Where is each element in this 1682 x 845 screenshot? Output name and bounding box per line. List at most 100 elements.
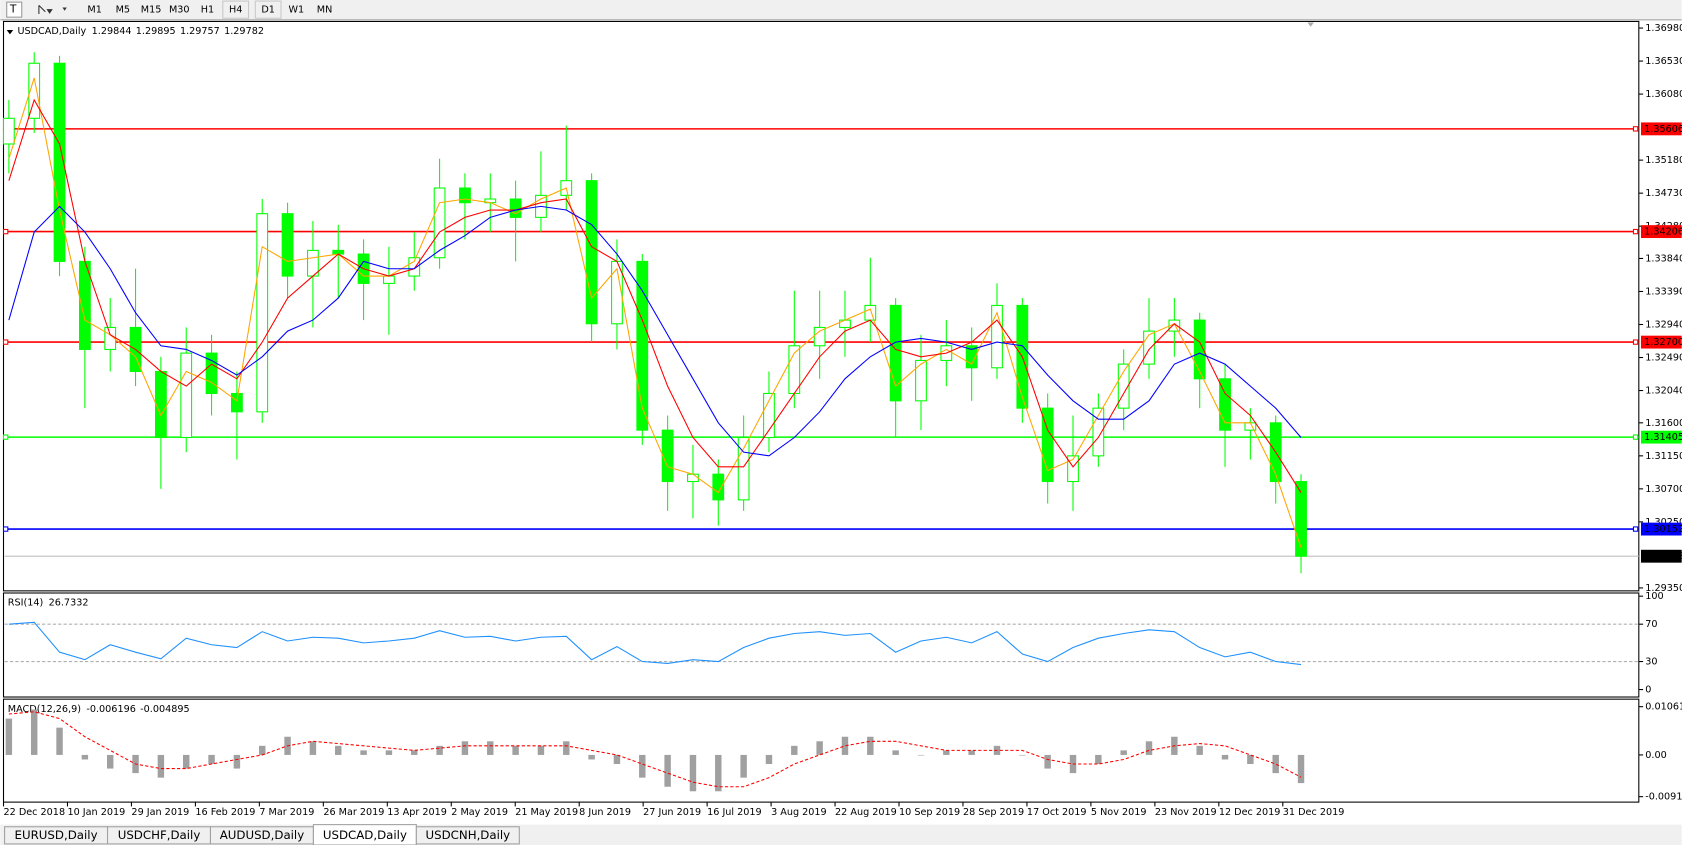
macd-bar xyxy=(5,718,13,755)
macd-bar xyxy=(56,727,63,755)
level-handle[interactable] xyxy=(1632,228,1639,235)
macd-bar xyxy=(841,736,849,755)
moving-average xyxy=(8,205,1302,457)
current-price-box xyxy=(1640,549,1682,563)
y-tick-label: 1.36080 xyxy=(1645,89,1682,100)
y-tick-label: 1.33390 xyxy=(1645,286,1682,297)
timeframe-button[interactable] xyxy=(138,1,164,19)
x-tick-label: 16 Feb 2019 xyxy=(195,807,255,818)
timeframe-button[interactable] xyxy=(81,1,108,19)
header-value: 1.29757 xyxy=(180,26,220,37)
y-tick-label: 100 xyxy=(1645,591,1663,602)
level-handle[interactable] xyxy=(2,339,9,345)
timeframe-label: W1 xyxy=(289,5,305,16)
y-tick-label: 1.32040 xyxy=(1645,386,1682,397)
timeframe-button[interactable] xyxy=(194,1,221,19)
level-handle[interactable] xyxy=(2,526,9,532)
x-tick-label: 22 Dec 2018 xyxy=(4,807,66,818)
collapse-icon[interactable] xyxy=(6,30,14,35)
timeframe-label: H4 xyxy=(229,5,242,16)
level-handle[interactable] xyxy=(2,434,9,440)
timeframe-button[interactable] xyxy=(283,1,310,19)
candle-body xyxy=(687,473,699,483)
level-label: 1.30152 xyxy=(1644,524,1682,535)
header-value: -0.004895 xyxy=(140,704,189,715)
macd-bar xyxy=(664,754,671,787)
y-tick-label: 1.35180 xyxy=(1645,155,1682,166)
timeframe-button[interactable] xyxy=(254,0,282,19)
macd-bar xyxy=(892,750,899,755)
y-tick-label: 1.34730 xyxy=(1645,188,1682,199)
timeframe-button[interactable] xyxy=(311,1,338,19)
rsi-panel xyxy=(2,592,1640,698)
macd-bar xyxy=(259,745,266,755)
macd-bar xyxy=(436,745,443,755)
text-tool-icon: T xyxy=(9,3,17,16)
candle-body xyxy=(915,359,927,402)
macd-bar xyxy=(943,750,950,755)
candle-body xyxy=(256,213,269,413)
x-tick-label: 29 Jan 2019 xyxy=(131,807,189,818)
timeframe-button[interactable] xyxy=(109,1,136,19)
panel-title: USDCAD,Daily xyxy=(17,26,86,37)
shift-marker xyxy=(1307,22,1314,27)
candle-body xyxy=(585,180,598,325)
tab[interactable] xyxy=(415,826,520,845)
level-label-box xyxy=(1640,430,1682,444)
candle-body xyxy=(661,429,674,483)
candle-body xyxy=(1041,407,1054,483)
timeframe-button[interactable] xyxy=(222,0,250,19)
macd-bar xyxy=(1120,750,1127,755)
x-tick-label: 26 Mar 2019 xyxy=(323,807,384,818)
y-tick-label: 1.32490 xyxy=(1645,353,1682,364)
macd-signal xyxy=(8,711,1302,788)
panel-title: MACD(12,26,9) xyxy=(8,704,81,715)
macd-bar xyxy=(968,750,975,755)
y-tick-label: 1.31600 xyxy=(1645,418,1682,429)
header-value: 1.29782 xyxy=(224,26,264,37)
timeframe-button[interactable] xyxy=(166,1,193,19)
timeframe-label: MN xyxy=(317,5,333,16)
macd-panel xyxy=(2,698,1640,803)
candle-body xyxy=(864,304,877,321)
moving-average xyxy=(8,98,1302,493)
level-handle[interactable] xyxy=(1632,126,1639,132)
candle-body xyxy=(433,187,446,259)
candle-body xyxy=(408,257,421,277)
x-tick-label: 3 Aug 2019 xyxy=(771,807,827,818)
macd-bar xyxy=(81,754,89,760)
level-handle[interactable] xyxy=(2,228,9,235)
current-price-label: 1.29782 xyxy=(1644,551,1682,562)
macd-bar xyxy=(487,741,494,755)
text-tool[interactable] xyxy=(6,1,23,18)
macd-bar xyxy=(1272,754,1279,774)
candle-body xyxy=(53,62,66,262)
candle-body xyxy=(1295,480,1307,557)
x-tick-label: 2 May 2019 xyxy=(451,807,508,818)
rsi-line xyxy=(8,621,1302,666)
level-handle[interactable] xyxy=(1632,339,1639,345)
y-tick-label: 1.30700 xyxy=(1645,484,1682,495)
candle-body xyxy=(1193,319,1206,380)
macd-bar xyxy=(639,754,646,778)
macd-bar xyxy=(791,745,798,755)
shapes-tool[interactable] xyxy=(38,4,53,14)
macd-bar xyxy=(537,745,545,755)
macd-bar xyxy=(512,745,519,755)
level-label-box xyxy=(1640,335,1682,349)
level-handle[interactable] xyxy=(1632,526,1639,532)
header-value: 1.29895 xyxy=(136,26,176,37)
macd-bar xyxy=(1095,754,1102,765)
macd-bar xyxy=(1221,754,1229,760)
level-handle[interactable] xyxy=(1632,434,1639,440)
dropdown[interactable] xyxy=(62,7,67,11)
x-tick-label: 17 Oct 2019 xyxy=(1027,807,1087,818)
level-label: 1.35606 xyxy=(1644,124,1682,135)
level-label: 1.31405 xyxy=(1644,432,1682,443)
candle-body xyxy=(28,62,41,119)
tab-label: USDCNH,Daily xyxy=(426,828,511,842)
level-label-box xyxy=(1640,122,1682,136)
macd-bar xyxy=(1247,754,1254,765)
